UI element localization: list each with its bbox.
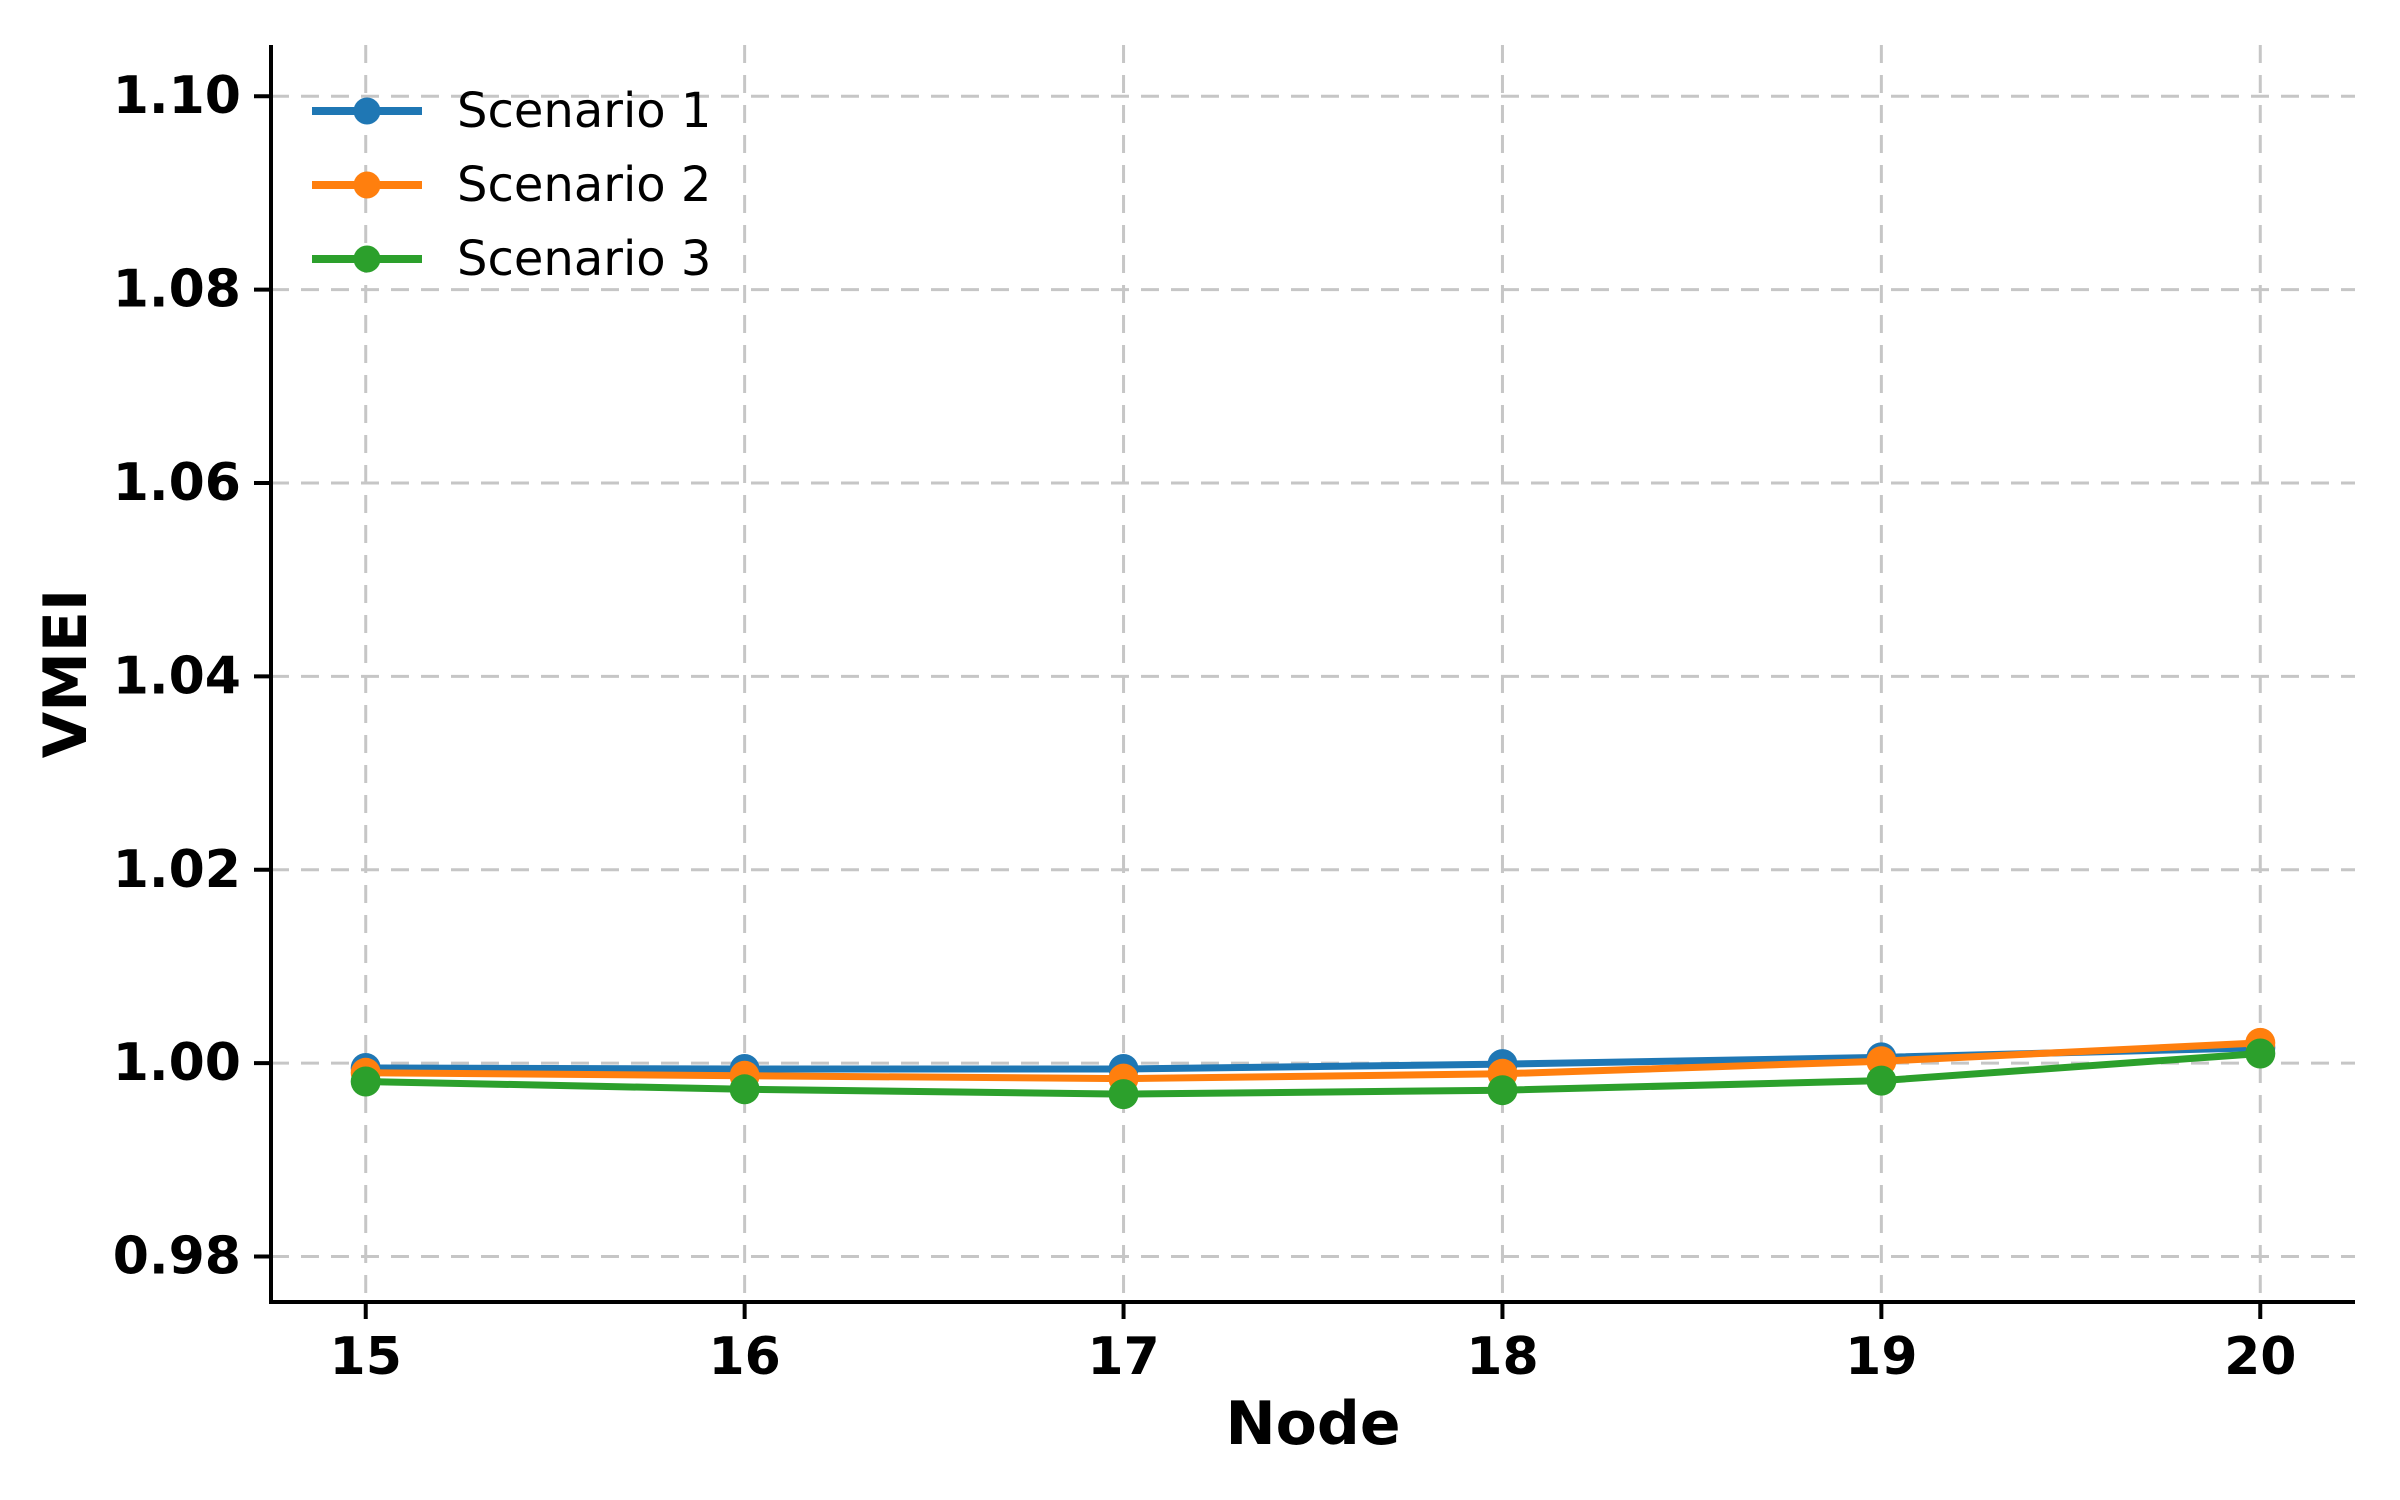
y-tick-label: 1.04	[113, 646, 241, 706]
y-tick-label: 1.10	[113, 66, 241, 126]
y-tick-label: 1.02	[113, 840, 241, 900]
x-tick-label: 19	[1845, 1327, 1917, 1387]
series-line	[362, 1039, 2264, 1083]
legend-item: Scenario 1	[312, 83, 711, 139]
legend-label: Scenario 3	[457, 231, 711, 287]
data-point	[350, 1066, 381, 1097]
series-scenario-3	[350, 1038, 2276, 1110]
legend-swatch-marker	[353, 245, 381, 273]
y-axis-title: VMEI	[31, 589, 101, 758]
data-point	[1487, 1075, 1518, 1106]
x-tick-label: 15	[330, 1327, 402, 1387]
y-tick-label: 1.00	[113, 1033, 241, 1093]
legend-item: Scenario 3	[312, 231, 711, 287]
legend-item: Scenario 2	[312, 157, 711, 213]
data-point	[1108, 1079, 1139, 1110]
y-tick-label: 0.98	[113, 1227, 241, 1287]
x-tick-label: 18	[1466, 1327, 1538, 1387]
legend-label: Scenario 1	[457, 83, 711, 139]
y-tick-label: 1.08	[113, 260, 241, 320]
legend: Scenario 1 Scenario 2 Scenario 3	[312, 83, 711, 287]
x-axis-title: Node	[1225, 1389, 1400, 1459]
x-tick-label: 16	[708, 1327, 780, 1387]
x-tick-label: 20	[2224, 1327, 2296, 1387]
data-point	[1866, 1065, 1897, 1096]
x-tick-label: 17	[1087, 1327, 1159, 1387]
legend-swatch-marker	[353, 171, 381, 199]
y-tick-label: 1.06	[113, 453, 241, 513]
data-point	[2245, 1038, 2276, 1069]
legend-swatch-marker	[353, 97, 381, 125]
series-line	[362, 1050, 2264, 1098]
data-point	[729, 1074, 760, 1105]
legend-label: Scenario 2	[457, 157, 711, 213]
